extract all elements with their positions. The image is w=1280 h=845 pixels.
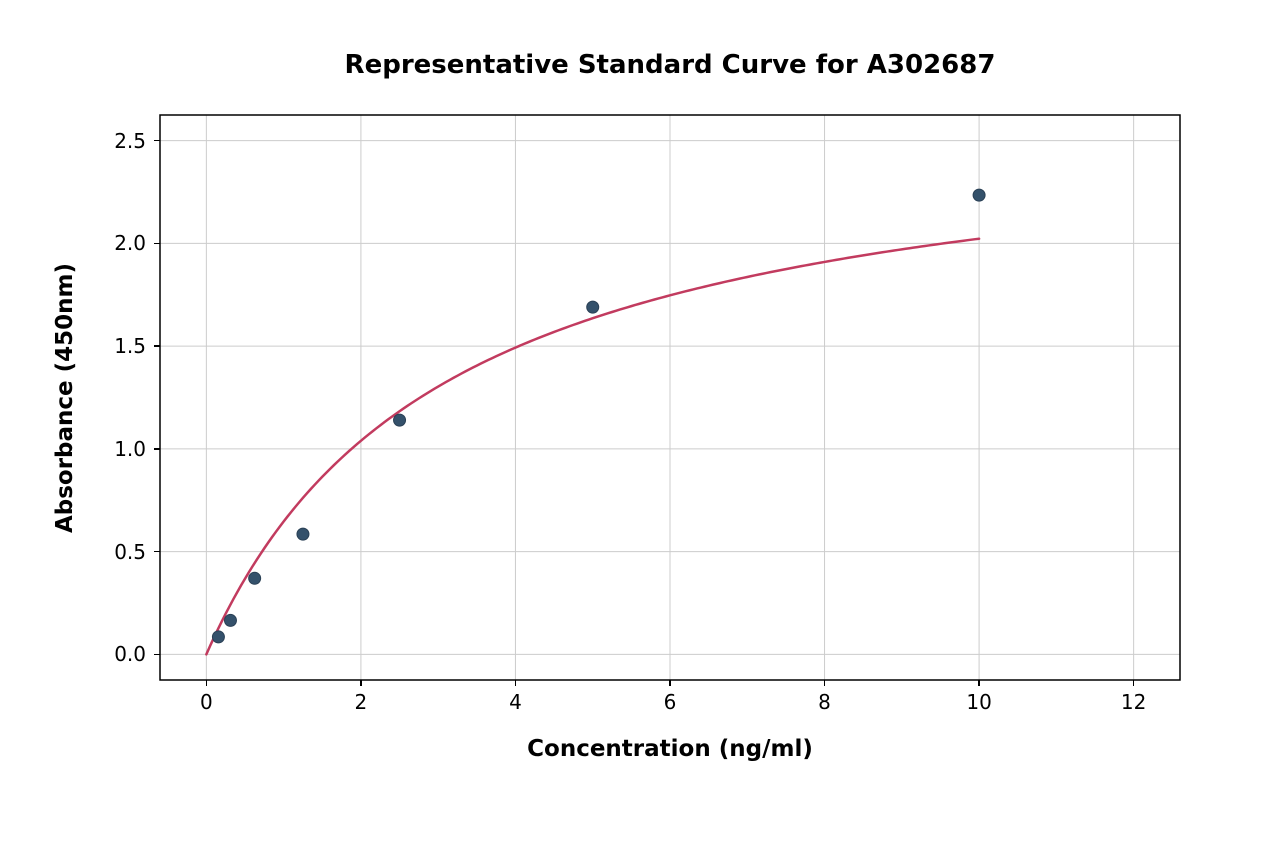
x-tick-label: 8 bbox=[818, 690, 831, 714]
data-point bbox=[973, 189, 985, 201]
x-tick-label: 6 bbox=[664, 690, 677, 714]
y-tick-label: 1.0 bbox=[114, 437, 146, 461]
x-tick-label: 12 bbox=[1121, 690, 1146, 714]
data-point bbox=[212, 631, 224, 643]
plot-svg bbox=[160, 115, 1180, 680]
x-tick-label: 0 bbox=[200, 690, 213, 714]
x-tick-mark bbox=[206, 680, 208, 686]
x-tick-mark bbox=[669, 680, 671, 686]
data-point bbox=[224, 614, 236, 626]
x-tick-mark bbox=[824, 680, 826, 686]
data-point bbox=[394, 414, 406, 426]
y-tick-label: 0.5 bbox=[114, 540, 146, 564]
data-point bbox=[297, 528, 309, 540]
y-axis-label: Absorbance (450nm) bbox=[52, 262, 78, 532]
y-tick-mark bbox=[154, 448, 160, 450]
y-tick-mark bbox=[154, 140, 160, 142]
y-tick-mark bbox=[154, 654, 160, 656]
y-tick-mark bbox=[154, 345, 160, 347]
data-point bbox=[587, 301, 599, 313]
plot-area bbox=[160, 115, 1180, 680]
y-tick-mark bbox=[154, 551, 160, 553]
x-axis-label: Concentration (ng/ml) bbox=[527, 736, 813, 762]
y-tick-label: 2.5 bbox=[114, 129, 146, 153]
y-tick-label: 2.0 bbox=[114, 231, 146, 255]
x-tick-label: 2 bbox=[355, 690, 368, 714]
figure: Representative Standard Curve for A30268… bbox=[0, 0, 1280, 845]
x-tick-mark bbox=[360, 680, 362, 686]
x-tick-label: 4 bbox=[509, 690, 522, 714]
chart-title: Representative Standard Curve for A30268… bbox=[345, 50, 996, 80]
y-tick-mark bbox=[154, 243, 160, 245]
y-tick-label: 1.5 bbox=[114, 334, 146, 358]
x-tick-label: 10 bbox=[966, 690, 991, 714]
x-tick-mark bbox=[515, 680, 517, 686]
x-tick-mark bbox=[978, 680, 980, 686]
data-point bbox=[249, 572, 261, 584]
y-tick-label: 0.0 bbox=[114, 642, 146, 666]
x-tick-mark bbox=[1133, 680, 1135, 686]
